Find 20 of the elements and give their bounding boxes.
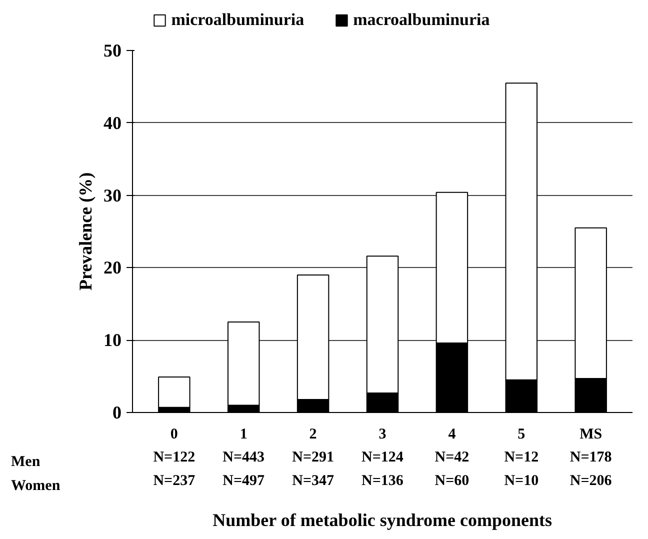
x-axis-title: Number of metabolic syndrome components (212, 510, 552, 530)
y-tick-label: 40 (104, 112, 122, 133)
x-tick-label: 3 N=124 N=136 (362, 426, 404, 489)
text: Women (11, 476, 60, 496)
x-tick-label: 2 N=291 N=347 (292, 426, 334, 489)
text: Men (11, 453, 42, 472)
x-tick-label: 5 N=12 N=10 (504, 426, 539, 489)
x-tick-label: 0 N=122 N=237 (153, 426, 196, 489)
x-tick-label: 4 N=42 N=60 (434, 426, 470, 489)
y-tick-label: 0 (112, 402, 122, 422)
bar (158, 376, 190, 408)
x-tick-label: MS N=178 N=206 (570, 426, 612, 489)
y-tick-label: 50 (104, 40, 122, 60)
y-tick-label: 20 (104, 258, 122, 278)
y-tick-label: 30 (104, 185, 122, 206)
legend-label: microalbuminuria (171, 10, 304, 30)
y-tick-label: 10 (104, 330, 122, 350)
x-tick-label: 1 N=443 N=497 (222, 426, 266, 489)
y-axis-title: Prevalence (%) (76, 172, 96, 291)
legend-label: macroalbuminuria (353, 10, 490, 30)
